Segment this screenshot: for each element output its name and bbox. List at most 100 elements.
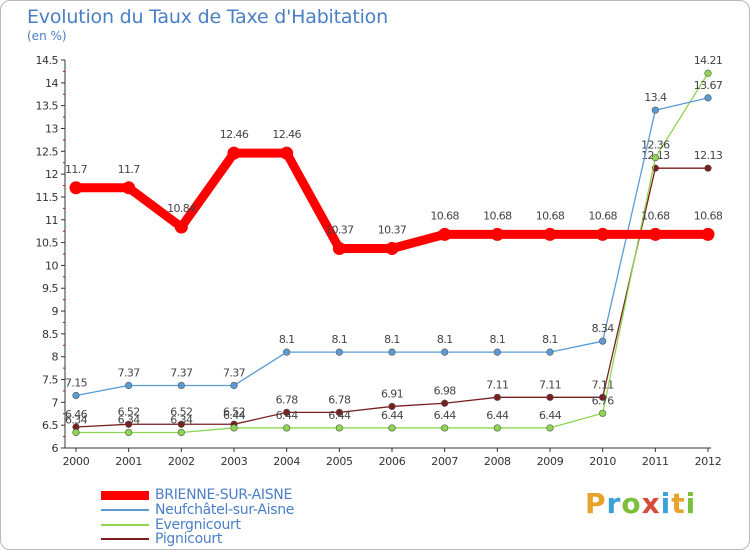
data-point [648, 227, 662, 241]
data-point [230, 381, 238, 390]
data-point [125, 381, 133, 390]
data-point [388, 424, 396, 432]
x-tick-label: 2000 [63, 455, 90, 468]
data-label: 12.46 [220, 128, 249, 141]
x-tick-label: 2007 [431, 455, 458, 468]
data-point [177, 420, 185, 428]
data-label: 10.84 [167, 202, 196, 215]
data-point [388, 348, 396, 356]
y-tick-label: 14 [45, 77, 58, 90]
data-point [335, 348, 343, 356]
data-label: 6.52 [118, 405, 140, 418]
data-point [546, 393, 554, 401]
data-point [283, 424, 291, 432]
data-point [441, 424, 449, 432]
data-point [122, 181, 136, 195]
data-point [177, 428, 185, 437]
data-point [125, 420, 133, 428]
legend-swatch [101, 490, 149, 500]
data-point [388, 402, 396, 411]
legend-swatch [101, 524, 149, 526]
data-point [227, 146, 241, 160]
data-point [546, 348, 554, 356]
data-label: 6.44 [381, 409, 404, 422]
x-tick-label: 2001 [115, 455, 142, 468]
data-point [704, 94, 712, 102]
y-tick-label: 8 [52, 351, 59, 364]
data-label: 10.68 [536, 209, 565, 222]
data-label: 6.78 [276, 393, 299, 406]
data-point [441, 348, 449, 356]
data-label: 7.37 [223, 366, 246, 379]
data-point [651, 106, 659, 114]
logo-letter: o [621, 487, 642, 520]
data-label: 11.7 [118, 163, 141, 176]
chart-title: Evolution du Taux de Taxe d'Habitation [27, 6, 388, 28]
data-point [230, 424, 238, 432]
y-tick-label: 10.5 [36, 237, 59, 250]
data-label: 10.68 [641, 209, 670, 222]
chart-subtitle: (en %) [27, 29, 67, 43]
logo-letter: i [660, 487, 672, 520]
data-label: 6.34 [65, 413, 88, 426]
data-point [704, 164, 712, 172]
data-label: 7.11 [539, 378, 561, 391]
data-point [546, 424, 554, 432]
data-label: 8.1 [437, 333, 453, 346]
data-label: 6.44 [539, 409, 562, 422]
data-point [493, 348, 501, 356]
legend-label: Pignicourt [155, 531, 223, 547]
data-point [490, 227, 504, 241]
data-label: 6.34 [118, 413, 141, 426]
data-label: 8.1 [489, 333, 505, 346]
data-label: 13.4 [644, 91, 667, 104]
data-label: 12.13 [694, 149, 723, 162]
proxiti-logo: Proxiti [585, 487, 696, 520]
data-point [599, 409, 607, 417]
data-label: 14.21 [694, 54, 723, 67]
data-label: 7.11 [486, 378, 508, 391]
data-label: 6.98 [434, 384, 457, 397]
data-label: 6.44 [223, 409, 246, 422]
data-point [651, 154, 659, 162]
data-label: 6.46 [65, 408, 88, 421]
data-label: 8.1 [331, 333, 347, 346]
data-label: 6.44 [328, 409, 351, 422]
data-label: 6.76 [592, 394, 615, 407]
data-point [280, 146, 294, 160]
data-label: 8.1 [384, 333, 400, 346]
data-label: 8.1 [279, 333, 295, 346]
data-label: 6.34 [170, 413, 193, 426]
data-label: 6.52 [223, 405, 245, 418]
data-label: 10.68 [588, 209, 617, 222]
data-point [335, 408, 343, 416]
data-point [385, 242, 399, 256]
data-label: 10.37 [378, 224, 407, 237]
data-label: 6.44 [434, 409, 457, 422]
x-tick-label: 2010 [589, 455, 616, 468]
data-label: 10.68 [430, 209, 459, 222]
data-point [177, 381, 185, 390]
y-tick-label: 11.5 [36, 191, 59, 204]
y-tick-label: 13.5 [36, 100, 59, 113]
data-label: 10.37 [325, 224, 354, 237]
y-tick-label: 14.5 [36, 54, 59, 67]
logo-letter: P [585, 487, 607, 520]
data-point [493, 424, 501, 432]
y-tick-label: 9 [52, 305, 59, 318]
y-tick-label: 12 [45, 168, 58, 181]
x-tick-label: 2006 [379, 455, 406, 468]
data-point [543, 227, 557, 241]
data-point [72, 391, 80, 400]
logo-letter: t [671, 487, 686, 520]
data-label: 6.44 [276, 409, 299, 422]
data-point [701, 227, 715, 241]
data-point [283, 408, 291, 416]
x-tick-label: 2011 [642, 455, 669, 468]
y-tick-label: 11 [45, 214, 58, 227]
y-tick-label: 6 [52, 442, 59, 455]
x-tick-label: 2009 [537, 455, 564, 468]
data-point [596, 227, 610, 241]
data-point [72, 428, 80, 437]
